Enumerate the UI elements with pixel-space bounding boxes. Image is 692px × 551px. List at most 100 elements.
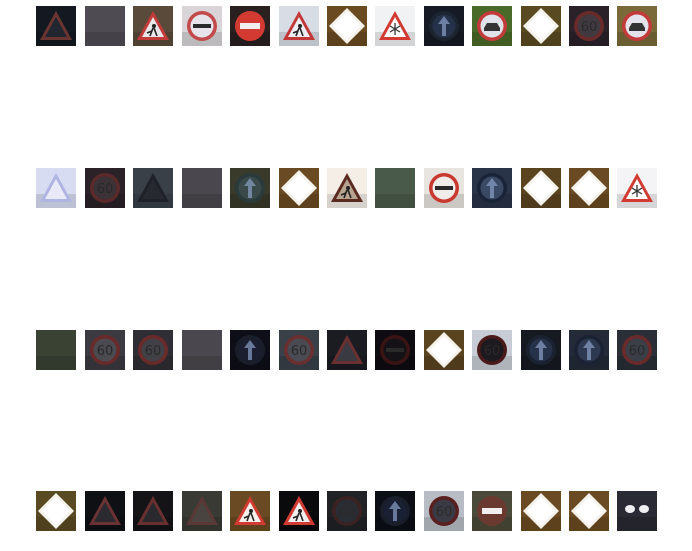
tile-shade bbox=[182, 194, 222, 208]
sign-image-tile bbox=[133, 168, 173, 208]
tile-glyph-worker-head bbox=[152, 24, 156, 28]
sign-circle-face bbox=[93, 176, 117, 200]
sign-image-tile: 60 bbox=[85, 168, 125, 208]
sign-diamond-face bbox=[527, 497, 555, 525]
sign-triangle-face bbox=[142, 502, 164, 522]
sign-image-tile bbox=[569, 168, 609, 208]
sign-image-tile bbox=[521, 491, 561, 531]
sign-image-tile bbox=[36, 491, 76, 531]
sign-image bbox=[36, 330, 76, 370]
sign-triangle-face bbox=[142, 179, 164, 199]
sign-image bbox=[424, 6, 464, 46]
tile-glyph-bar bbox=[193, 24, 211, 28]
sign-image-tile bbox=[617, 168, 657, 208]
sign-image bbox=[472, 168, 512, 208]
sign-image bbox=[182, 491, 222, 531]
tile-glyph-60: 60 bbox=[97, 182, 114, 197]
tile-glyph-arrow bbox=[438, 16, 450, 36]
tile-glyph-60: 60 bbox=[629, 344, 646, 359]
sign-image bbox=[569, 330, 609, 370]
sign-image bbox=[472, 6, 512, 46]
tile-glyph-bar bbox=[435, 186, 453, 190]
sign-image bbox=[327, 330, 367, 370]
sign-diamond-face bbox=[285, 174, 313, 202]
tile-glyph-worker-head bbox=[298, 24, 302, 28]
sign-image bbox=[375, 168, 415, 208]
sign-image bbox=[521, 6, 561, 46]
tile-glyph-arrow bbox=[535, 340, 547, 360]
sign-image bbox=[327, 168, 367, 208]
sign-image-tile bbox=[424, 330, 464, 370]
sign-image-tile bbox=[521, 168, 561, 208]
sign-image bbox=[133, 168, 173, 208]
sign-image-tile bbox=[36, 6, 76, 46]
tile-glyph-snow bbox=[389, 23, 401, 35]
sign-triangle-face bbox=[191, 502, 213, 522]
sign-image: 60 bbox=[85, 330, 125, 370]
sign-image bbox=[36, 6, 76, 46]
sign-image bbox=[617, 168, 657, 208]
sign-image-tile bbox=[617, 6, 657, 46]
light-glare-right bbox=[639, 505, 649, 513]
tile-glyph-arrow bbox=[486, 178, 498, 198]
sign-image-tile bbox=[375, 6, 415, 46]
tile-shade bbox=[617, 517, 657, 531]
sign-image-tile bbox=[279, 491, 319, 531]
tile-glyph-arrow bbox=[389, 501, 401, 521]
sign-image bbox=[375, 491, 415, 531]
sign-image-tile bbox=[472, 6, 512, 46]
tile-shade bbox=[375, 194, 415, 208]
sign-image-tile bbox=[617, 491, 657, 531]
sign-image bbox=[279, 168, 319, 208]
sign-image-tile bbox=[375, 168, 415, 208]
light-glare-left bbox=[625, 505, 635, 513]
tile-glyph-arrow bbox=[244, 340, 256, 360]
sign-image-tile bbox=[472, 168, 512, 208]
sign-image-tile bbox=[230, 168, 270, 208]
tile-shade bbox=[85, 32, 125, 46]
tile-glyph-worker-body bbox=[292, 27, 304, 37]
sign-triangle-face bbox=[94, 502, 116, 522]
sign-image-tile: 60 bbox=[133, 330, 173, 370]
sign-image-tile bbox=[375, 491, 415, 531]
sign-image bbox=[36, 168, 76, 208]
sign-image bbox=[230, 168, 270, 208]
sign-image: 60 bbox=[569, 6, 609, 46]
tile-glyph-60: 60 bbox=[484, 344, 501, 359]
sign-diamond-face bbox=[575, 174, 603, 202]
sign-image-tile bbox=[182, 168, 222, 208]
sign-image: 60 bbox=[85, 168, 125, 208]
sign-diamond-face bbox=[42, 497, 70, 525]
sign-circle-face bbox=[480, 338, 504, 362]
sign-image-tile bbox=[424, 6, 464, 46]
sign-image bbox=[327, 6, 367, 46]
sign-image-tile bbox=[375, 330, 415, 370]
sign-image-tile bbox=[133, 6, 173, 46]
sign-circle-face bbox=[93, 338, 117, 362]
sign-image bbox=[424, 330, 464, 370]
tile-glyph-60: 60 bbox=[291, 344, 308, 359]
sign-image bbox=[182, 168, 222, 208]
sign-image-tile bbox=[182, 330, 222, 370]
sign-image-tile bbox=[182, 491, 222, 531]
sign-image bbox=[133, 6, 173, 46]
sign-image-tile bbox=[327, 6, 367, 46]
sign-image: 60 bbox=[133, 330, 173, 370]
tile-shade bbox=[182, 356, 222, 370]
sign-image-tile bbox=[569, 491, 609, 531]
sign-image bbox=[230, 491, 270, 531]
sign-image-tile bbox=[133, 491, 173, 531]
sign-image-tile bbox=[472, 491, 512, 531]
tile-background bbox=[182, 330, 222, 370]
sign-image-tile bbox=[569, 330, 609, 370]
sign-image bbox=[569, 168, 609, 208]
sign-image bbox=[36, 491, 76, 531]
tile-glyph-bar bbox=[386, 348, 404, 352]
sign-image bbox=[617, 6, 657, 46]
tile-glyph-arrow bbox=[583, 340, 595, 360]
sign-image bbox=[375, 330, 415, 370]
sign-image-tile: 60 bbox=[85, 330, 125, 370]
sign-image bbox=[569, 491, 609, 531]
sign-no-entry-bar bbox=[240, 23, 260, 29]
